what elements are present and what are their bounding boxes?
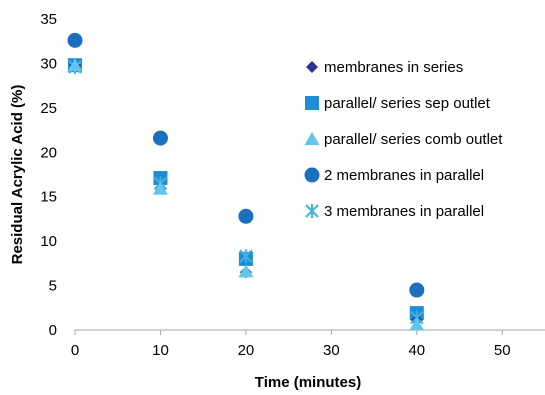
x-tick-label: 20 [238, 342, 255, 359]
legend-marker-asterisk [305, 204, 319, 218]
legend-label: membranes in series [324, 59, 463, 76]
data-point-circle [152, 130, 168, 146]
x-tick-label: 40 [408, 342, 425, 359]
legend-marker-square [305, 96, 319, 110]
y-tick-label: 20 [40, 144, 57, 161]
data-point-circle [409, 282, 425, 298]
x-tick-label: 50 [494, 342, 511, 359]
data-point-triangle [238, 264, 254, 278]
data-point-triangle [67, 58, 83, 72]
x-tick-label: 30 [323, 342, 340, 359]
y-axis-title: Residual Acrylic Acid (%) [9, 85, 26, 265]
y-tick-label: 5 [49, 278, 57, 295]
y-tick-label: 0 [49, 322, 57, 339]
data-point-triangle [409, 317, 425, 331]
data-point-triangle [152, 181, 168, 195]
legend-marker-diamond [306, 61, 318, 73]
y-tick-label: 25 [40, 100, 57, 117]
legend: membranes in series parallel/ series sep … [304, 59, 503, 220]
data-point-asterisk [239, 249, 253, 264]
data-point-circle [67, 32, 83, 48]
axes: 0 10 20 30 40 50 0 5 10 15 20 25 30 35 [40, 11, 545, 359]
legend-label: 3 membranes in parallel [324, 203, 484, 220]
data-point-circle [238, 208, 254, 224]
legend-label: parallel/ series sep outlet [324, 95, 491, 112]
x-axis-title: Time (minutes) [255, 374, 361, 391]
legend-marker-triangle [304, 132, 320, 145]
legend-label: 2 membranes in parallel [324, 167, 484, 184]
x-tick-label: 10 [152, 342, 169, 359]
y-tick-label: 35 [40, 11, 57, 28]
y-tick-label: 10 [40, 233, 57, 250]
y-tick-label: 15 [40, 189, 57, 206]
y-tick-label: 30 [40, 55, 57, 72]
legend-label: parallel/ series comb outlet [324, 131, 503, 148]
legend-marker-circle [304, 167, 320, 183]
x-tick-label: 0 [71, 342, 79, 359]
data-points [67, 32, 425, 331]
